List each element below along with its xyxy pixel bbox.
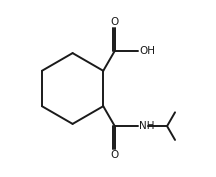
Text: O: O bbox=[111, 150, 119, 160]
Text: NH: NH bbox=[139, 121, 154, 131]
Text: O: O bbox=[111, 17, 119, 27]
Text: OH: OH bbox=[139, 46, 155, 56]
